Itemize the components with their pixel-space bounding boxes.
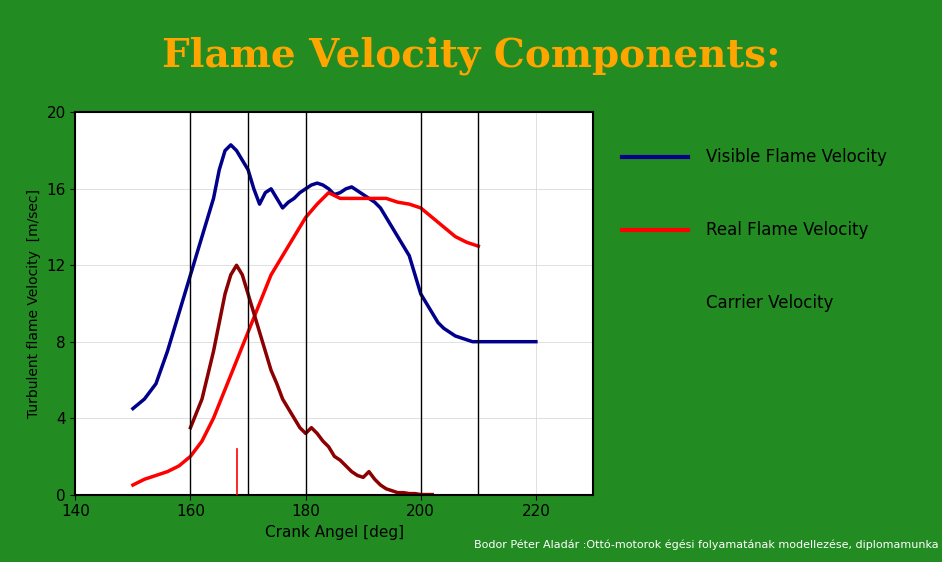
Text: Flame Velocity Components:: Flame Velocity Components: (162, 37, 780, 75)
Text: Bodor Péter Aladár :Ottó-motorok égési folyamatának modellezése, diplomamunka: Bodor Péter Aladár :Ottó-motorok égési f… (474, 540, 939, 550)
Text: Carrier Velocity: Carrier Velocity (706, 294, 834, 312)
X-axis label: Crank Angel [deg]: Crank Angel [deg] (265, 525, 404, 540)
Text: Visible Flame Velocity: Visible Flame Velocity (706, 148, 887, 166)
Y-axis label: Turbulent flame Velocity  [m/sec]: Turbulent flame Velocity [m/sec] (26, 189, 41, 418)
Text: Real Flame Velocity: Real Flame Velocity (706, 221, 869, 239)
